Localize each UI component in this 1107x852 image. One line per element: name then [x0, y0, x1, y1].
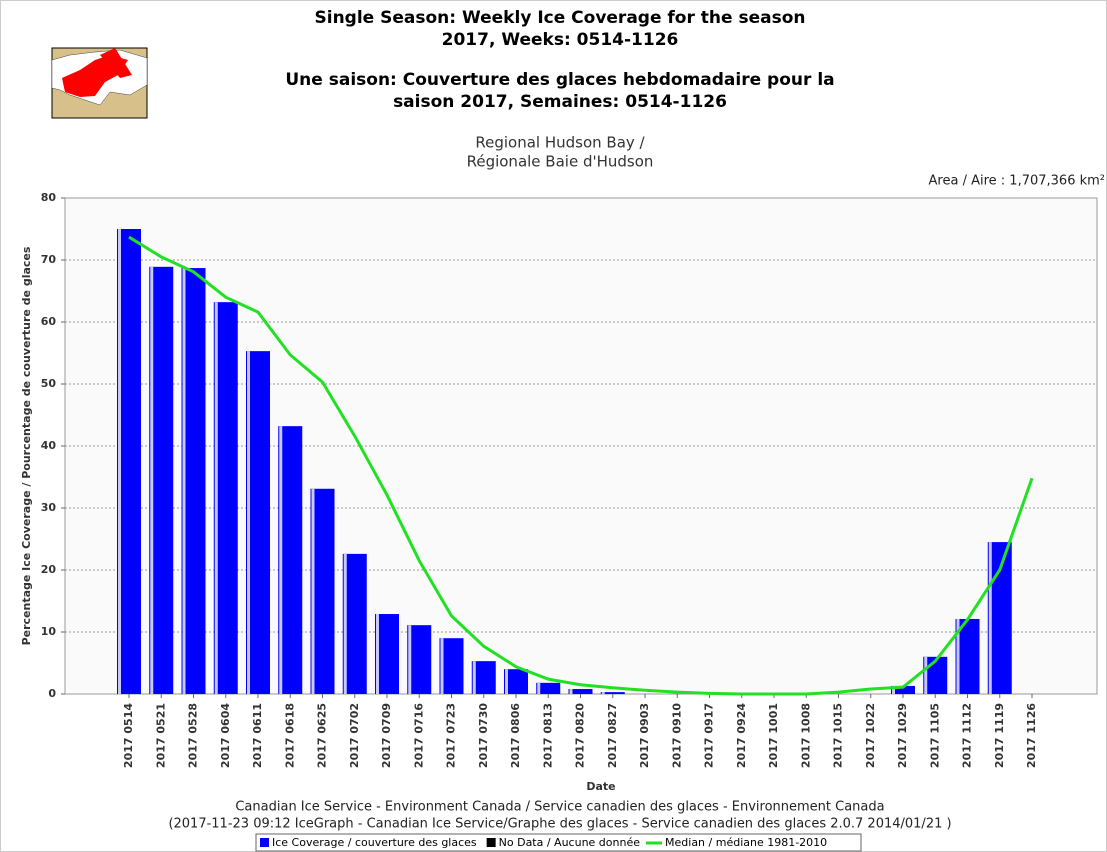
bar-highlight	[150, 266, 154, 694]
chart-title: saison 2017, Semaines: 0514-1126	[393, 92, 727, 112]
y-tick-label: 20	[41, 563, 57, 576]
bar-highlight	[279, 426, 283, 694]
bar	[891, 685, 915, 694]
y-tick-label: 50	[41, 377, 57, 390]
legend: Ice Coverage / couverture des glaces No D…	[255, 833, 862, 852]
x-tick-label: 2017 1015	[832, 703, 845, 768]
x-tick-label: 2017 0924	[735, 703, 748, 768]
bar-highlight	[988, 542, 992, 694]
chart-title: Une saison: Couverture des glaces hebdom…	[285, 70, 834, 90]
legend-label: Ice Coverage / couverture des glaces	[272, 836, 477, 849]
x-tick-label: 2017 1105	[928, 703, 941, 768]
x-tick-label: 2017 0521	[154, 703, 167, 768]
footer: Canadian Ice Service - Environment Canad…	[235, 800, 884, 815]
x-tick-label: 2017 1112	[961, 703, 974, 768]
x-tick-label: 2017 1119	[993, 703, 1006, 768]
bar-highlight	[601, 692, 605, 694]
bar-highlight	[408, 625, 412, 694]
bar-highlight	[214, 302, 218, 694]
bar-highlight	[440, 638, 444, 694]
bar-highlight	[182, 268, 186, 694]
x-tick-label: 2017 1126	[1025, 703, 1038, 768]
bar-highlight	[311, 488, 315, 694]
x-tick-label: 2017 0604	[219, 703, 232, 768]
x-tick-label: 2017 1029	[896, 703, 909, 768]
x-tick-label: 2017 0820	[574, 703, 587, 768]
x-tick-label: 2017 1001	[767, 703, 780, 768]
chart-subtitle: Régionale Baie d'Hudson	[467, 153, 654, 171]
x-tick-label: 2017 0514	[122, 703, 135, 768]
bar	[536, 682, 561, 694]
bar-highlight	[472, 661, 476, 694]
bar-highlight	[376, 614, 379, 694]
y-tick-label: 0	[48, 687, 56, 700]
x-tick-label: 2017 1022	[864, 703, 877, 768]
y-axis-label: Percentage Ice Coverage / Pourcentage de…	[20, 246, 33, 645]
legend-box	[255, 833, 862, 852]
bar-highlight	[537, 682, 541, 694]
legend-swatch	[486, 838, 496, 847]
x-axis-label: Date	[586, 780, 615, 793]
y-tick-label: 60	[41, 315, 57, 328]
x-tick-label: 2017 0709	[380, 703, 393, 768]
footer: (2017-11-23 09:12 IceGraph - Canadian Ic…	[168, 817, 951, 832]
bar-highlight	[569, 689, 573, 694]
bar-highlight	[118, 229, 121, 694]
y-tick-label: 40	[41, 439, 57, 452]
x-tick-label: 2017 0827	[606, 703, 619, 768]
bar-highlight	[505, 669, 508, 694]
x-tick-label: 2017 0723	[445, 703, 458, 768]
legend-swatch	[260, 838, 269, 847]
x-tick-label: 2017 0917	[703, 703, 716, 768]
y-tick-label: 10	[41, 625, 57, 638]
median-line	[128, 235, 1034, 696]
bar	[568, 689, 593, 694]
x-tick-label: 2017 0730	[477, 703, 490, 768]
x-tick-label: 2017 0625	[316, 703, 329, 768]
legend-label: Median / médiane 1981-2010	[665, 836, 827, 849]
x-tick-label: 2017 0910	[670, 703, 683, 768]
bar-highlight	[956, 618, 960, 694]
x-tick-label: 2017 0618	[283, 703, 296, 768]
bar-highlight	[247, 351, 250, 694]
area-note: Area / Aire : 1,707,366 km²	[929, 174, 1105, 189]
y-tick-label: 70	[41, 253, 57, 266]
bar	[600, 692, 625, 694]
bar-highlight	[892, 685, 895, 694]
bar-highlight	[924, 656, 928, 694]
x-tick-label: 2017 0528	[187, 703, 200, 768]
x-tick-label: 2017 0806	[509, 703, 522, 768]
chart-subtitle: Regional Hudson Bay /	[475, 134, 645, 152]
x-tick-label: 2017 0611	[251, 703, 264, 768]
x-tick-label: 2017 0903	[638, 703, 651, 768]
x-tick-label: 2017 1008	[799, 703, 812, 768]
x-tick-label: 2017 0716	[412, 703, 425, 768]
legend-label: No Data / Aucune donnée	[499, 836, 641, 849]
y-tick-label: 80	[41, 191, 57, 204]
x-tick-label: 2017 0702	[348, 703, 361, 768]
chart-title: 2017, Weeks: 0514-1126	[442, 30, 679, 50]
y-tick-label: 30	[41, 501, 57, 514]
map-icon	[51, 47, 148, 119]
chart-title: Single Season: Weekly Ice Coverage for t…	[315, 8, 806, 28]
bar-highlight	[343, 553, 347, 694]
x-tick-label: 2017 0813	[541, 703, 554, 768]
